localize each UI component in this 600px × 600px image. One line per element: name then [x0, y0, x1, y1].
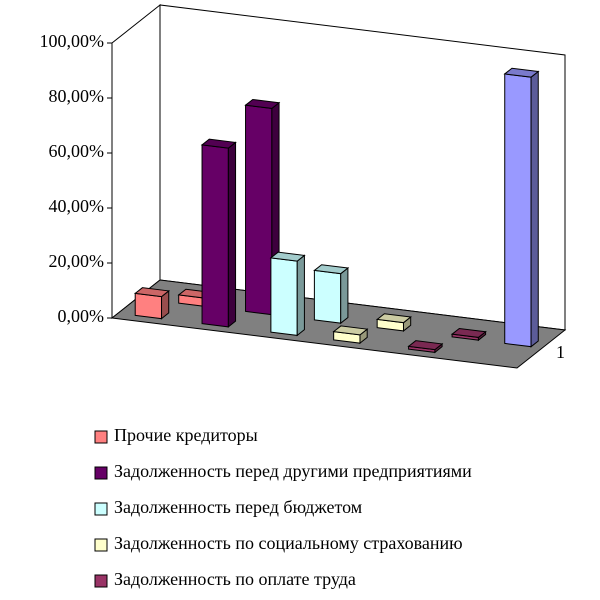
legend-label: Задолженность перед бюджетом [114, 497, 362, 517]
bar-side [296, 254, 305, 337]
y-tick-label: 0,00% [58, 306, 105, 326]
legend-swatch [94, 502, 108, 516]
bar-top [200, 138, 237, 149]
bar-top [313, 264, 350, 275]
bar [375, 313, 412, 332]
legend-swatch [94, 466, 108, 480]
legend-swatch [94, 538, 108, 552]
bar [332, 325, 369, 345]
bar [450, 327, 487, 342]
bar-front [504, 73, 532, 348]
y-tick-label: 100,00% [40, 31, 105, 51]
bar-front [270, 257, 298, 336]
bar-side [530, 70, 539, 348]
bar [407, 340, 444, 354]
bar-top [375, 313, 412, 324]
legend-swatch [94, 430, 108, 444]
legend-label: Задолженность по оплате труда [114, 569, 356, 589]
bar-top [450, 327, 487, 338]
bar [269, 251, 306, 337]
bar-top [407, 340, 444, 351]
y-tick-label: 40,00% [49, 196, 105, 216]
bar-front [201, 144, 229, 328]
bar-front [134, 292, 163, 320]
legend-label: Задолженность по социальному страхованию [114, 533, 463, 553]
bar-top [269, 251, 306, 262]
bar [133, 287, 170, 320]
bar-side [227, 141, 237, 328]
y-tick-label: 20,00% [49, 251, 105, 271]
legend-swatch [94, 574, 108, 588]
bar-front [245, 104, 273, 316]
bar [200, 138, 237, 328]
bar-top [332, 325, 369, 336]
y-tick-label: 60,00% [49, 141, 105, 161]
legend-label: Задолженность перед другими предприятиям… [114, 461, 472, 481]
bar-front [313, 269, 342, 324]
bar [503, 67, 540, 348]
bar-side [340, 266, 349, 325]
side-wall [111, 3, 161, 320]
bar-top [133, 287, 170, 298]
legend-label: Прочие кредиторы [114, 425, 258, 445]
bar-top [244, 98, 281, 109]
bar-top [503, 67, 540, 78]
depth-axis-label: 1 [556, 342, 565, 362]
y-tick-label: 80,00% [49, 86, 105, 106]
bar [313, 264, 350, 325]
